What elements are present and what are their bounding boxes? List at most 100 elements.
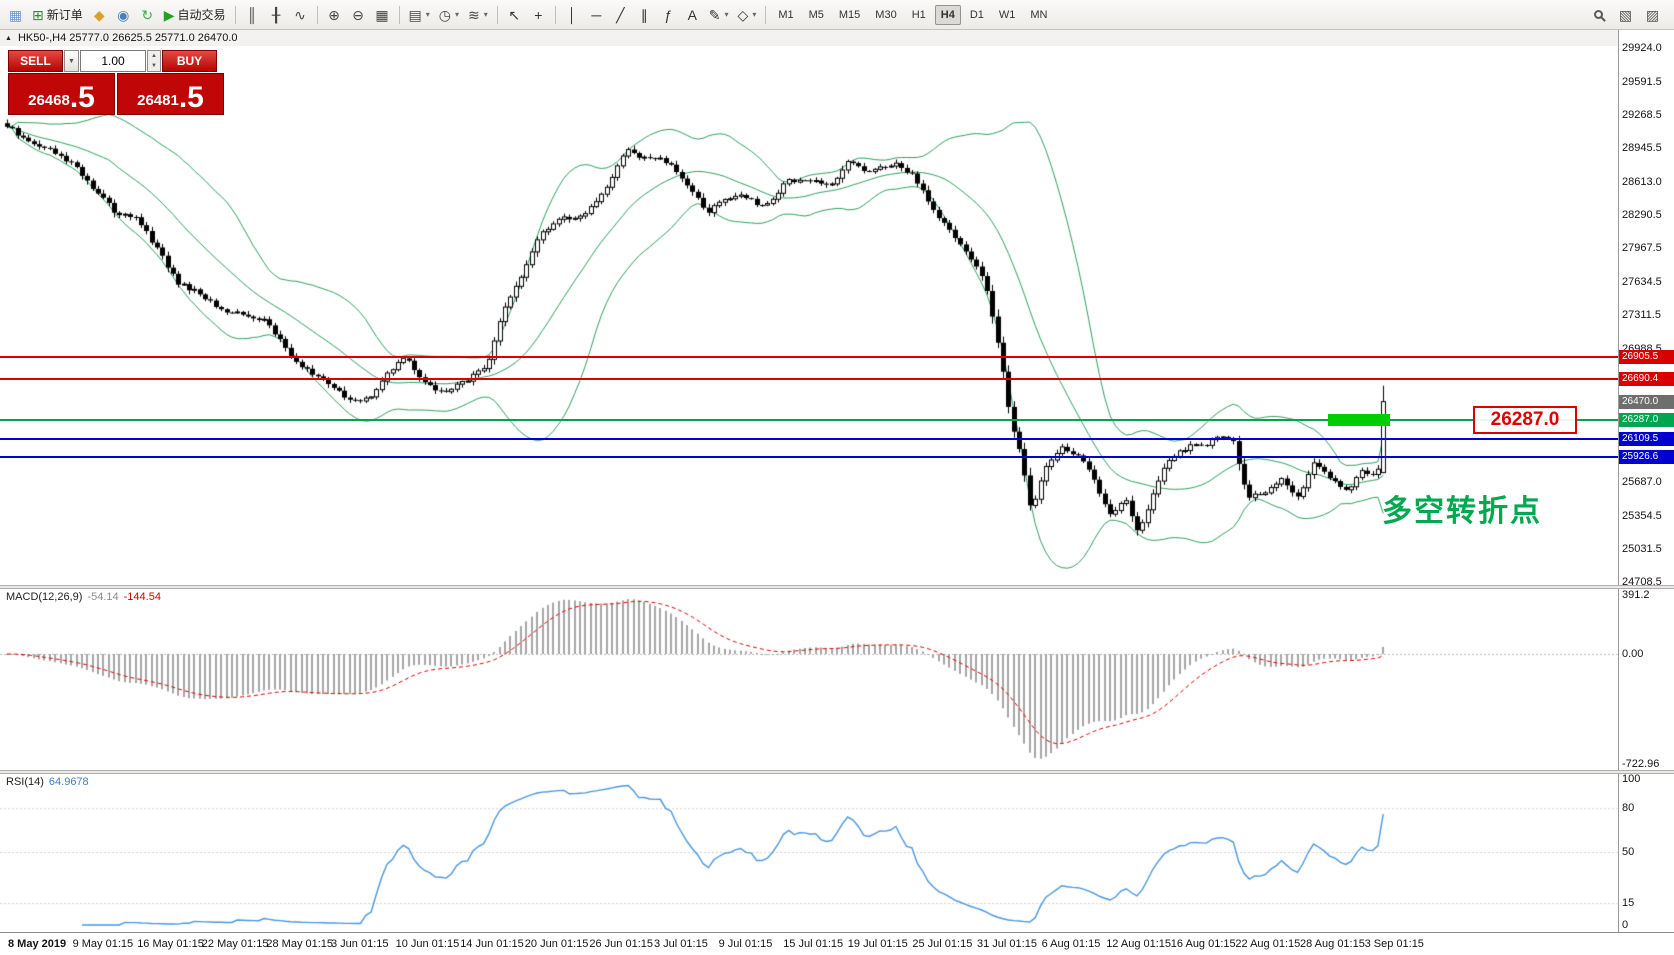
vertical-line-button[interactable]: │ bbox=[561, 3, 584, 27]
new-order-button[interactable]: ⊞ 新订单 bbox=[28, 3, 87, 27]
timeframe-mn[interactable]: MN bbox=[1030, 8, 1048, 21]
chart-window-button[interactable]: ▦ bbox=[4, 3, 27, 27]
highlight-rectangle[interactable] bbox=[1328, 414, 1390, 426]
horizontal-line-object[interactable] bbox=[0, 419, 1618, 422]
market-watch-icon: ◉ bbox=[117, 6, 130, 23]
candlestick-chart-button[interactable]: ╂ bbox=[265, 3, 288, 27]
timeframe-m1[interactable]: M1 bbox=[778, 8, 794, 21]
candlestick-chart-icon: ╂ bbox=[271, 6, 281, 23]
sell-price-fraction: .5 bbox=[69, 81, 95, 115]
stepper-down-icon: ▼ bbox=[151, 63, 157, 69]
horizontal-line-object[interactable] bbox=[0, 378, 1618, 381]
buy-price-box[interactable]: 26481.5 bbox=[117, 73, 224, 115]
autotrade-button[interactable]: ▶ 自动交易 bbox=[160, 3, 230, 27]
volume-stepper[interactable]: ▲ ▼ bbox=[147, 50, 161, 72]
main-toolbar: ▦ ⊞ 新订单 ◆ ◉ ↻ ▶ 自动交易 ║ ╂ ∿ ⊕ ⊖ ▦ ▤ ▾ ◷ ▾ ≋ ▾ ↖ + │ ─ ╱ ∥ ƒ A ✎ ▾ ◇ ▾ M1 M… bbox=[0, 0, 1674, 30]
chevron-down-icon: ▾ bbox=[724, 10, 729, 19]
rsi-label: RSI(14) 64.9678 bbox=[6, 776, 89, 788]
order-type-dropdown[interactable]: ▼ bbox=[64, 50, 79, 72]
time-axis[interactable]: 8 May 2019 9 May 01:15 16 May 01:15 22 May … bbox=[0, 932, 1674, 955]
search-button[interactable] bbox=[1587, 3, 1610, 27]
tile-windows-button[interactable]: ▦ bbox=[371, 3, 394, 27]
navigator-window-icon: ▨ bbox=[1645, 6, 1660, 23]
data-window-button[interactable]: ▧ bbox=[1614, 3, 1637, 27]
zoom-in-button[interactable]: ⊕ bbox=[323, 3, 346, 27]
time-axis-label: 3 Jul 01:15 bbox=[654, 938, 708, 950]
macd-axis-tick: -722.96 bbox=[1622, 757, 1660, 770]
price-axis-tick: 25354.5 bbox=[1622, 509, 1662, 522]
channel-button[interactable]: ∥ bbox=[633, 3, 656, 27]
price-axis-tick: 28945.5 bbox=[1622, 142, 1662, 155]
zoom-out-button[interactable]: ⊖ bbox=[347, 3, 370, 27]
buy-button[interactable]: BUY bbox=[162, 50, 217, 72]
collapse-icon[interactable]: ▲ bbox=[5, 34, 12, 42]
new-order-button-label: 新订单 bbox=[46, 8, 83, 22]
indicators-button[interactable]: ≋ ▾ bbox=[464, 3, 492, 27]
market-watch-button[interactable]: ◉ bbox=[112, 3, 135, 27]
horizontal-line-button[interactable]: ─ bbox=[585, 3, 608, 27]
refresh-button[interactable]: ↻ bbox=[136, 3, 159, 27]
zoom-in-icon: ⊕ bbox=[328, 6, 340, 23]
crosshair-button[interactable]: + bbox=[527, 3, 550, 27]
text-label-button[interactable]: ✎ ▾ bbox=[705, 3, 733, 27]
toolbar-separator bbox=[234, 5, 236, 24]
new-order-icon: ⊞ bbox=[32, 6, 44, 23]
timeframe-h1[interactable]: H1 bbox=[911, 8, 926, 21]
trendline-icon: ╱ bbox=[616, 6, 625, 23]
price-axis-tick: 27311.5 bbox=[1622, 309, 1661, 322]
text-button[interactable]: A bbox=[681, 3, 704, 27]
timeframe-m5[interactable]: M5 bbox=[808, 8, 824, 21]
price-axis-tick: 29268.5 bbox=[1622, 109, 1662, 122]
sell-price-box[interactable]: 26468.5 bbox=[8, 73, 115, 115]
price-line-badge: 26690.4 bbox=[1619, 372, 1674, 387]
stepper-up-icon: ▲ bbox=[151, 53, 157, 59]
chart-ohlc-info: HK50-,H4 25777.0 26625.5 25771.0 26470.0 bbox=[17, 32, 238, 44]
panel-divider-macd[interactable] bbox=[0, 585, 1674, 589]
volume-input[interactable] bbox=[80, 50, 146, 72]
tile-windows-icon: ▦ bbox=[375, 6, 389, 23]
line-chart-button[interactable]: ∿ bbox=[289, 3, 312, 27]
timeframe-m15[interactable]: M15 bbox=[838, 8, 861, 21]
cursor-icon: ↖ bbox=[508, 6, 521, 23]
time-axis-label: 22 Aug 01:15 bbox=[1235, 938, 1301, 950]
trendline-button[interactable]: ╱ bbox=[609, 3, 632, 27]
price-callout-label[interactable]: 26287.0 bbox=[1473, 406, 1577, 434]
horizontal-line-object[interactable] bbox=[0, 456, 1618, 459]
price-axis-tick: 28290.5 bbox=[1622, 209, 1662, 222]
panel-divider-rsi[interactable] bbox=[0, 770, 1674, 774]
indicators-icon: ≋ bbox=[468, 6, 480, 23]
rsi-axis-tick: 50 bbox=[1622, 846, 1635, 858]
turning-point-annotation[interactable]: 多空转折点 bbox=[1382, 495, 1542, 528]
bars-chart-button[interactable]: ║ bbox=[241, 3, 264, 27]
period-button[interactable]: ◷ ▾ bbox=[435, 3, 463, 27]
navigator-window-button[interactable]: ▨ bbox=[1641, 3, 1664, 27]
zoom-out-icon: ⊖ bbox=[352, 6, 364, 23]
toolbar-separator bbox=[554, 5, 556, 24]
cursor-button[interactable]: ↖ bbox=[503, 3, 526, 27]
fibonacci-icon: ƒ bbox=[664, 6, 673, 23]
fibonacci-button[interactable]: ƒ bbox=[657, 3, 680, 27]
current-price-badge: 26470.0 bbox=[1619, 394, 1674, 409]
toolbar-separator bbox=[398, 5, 400, 24]
rsi-axis-tick: 80 bbox=[1622, 802, 1635, 815]
macd-signal-value: -144.54 bbox=[123, 591, 161, 603]
new-chart-button[interactable]: ▤ ▾ bbox=[405, 3, 434, 27]
timeframe-d1[interactable]: D1 bbox=[969, 8, 984, 21]
time-axis-label: 12 Aug 01:15 bbox=[1106, 938, 1172, 950]
timeframe-m30[interactable]: M30 bbox=[875, 8, 897, 21]
chart-window-icon: ▦ bbox=[8, 6, 23, 23]
price-axis-tick: 27967.5 bbox=[1622, 242, 1662, 255]
timeframe-w1[interactable]: W1 bbox=[998, 8, 1016, 21]
market-depth-button[interactable]: ◆ bbox=[88, 3, 111, 27]
horizontal-line-object[interactable] bbox=[0, 356, 1618, 359]
price-line-badge: 26905.5 bbox=[1619, 350, 1674, 365]
arrows-button[interactable]: ◇ ▾ bbox=[734, 3, 761, 27]
macd-label: MACD(12,26,9) -54.14 -144.54 bbox=[6, 591, 161, 603]
new-chart-icon: ▤ bbox=[408, 6, 422, 23]
sell-button[interactable]: SELL bbox=[8, 50, 63, 72]
period-icon: ◷ bbox=[438, 6, 452, 23]
text-label-icon: ✎ bbox=[708, 6, 721, 23]
horizontal-line-object[interactable] bbox=[0, 437, 1618, 440]
timeframe-h4[interactable]: H4 bbox=[934, 4, 961, 25]
